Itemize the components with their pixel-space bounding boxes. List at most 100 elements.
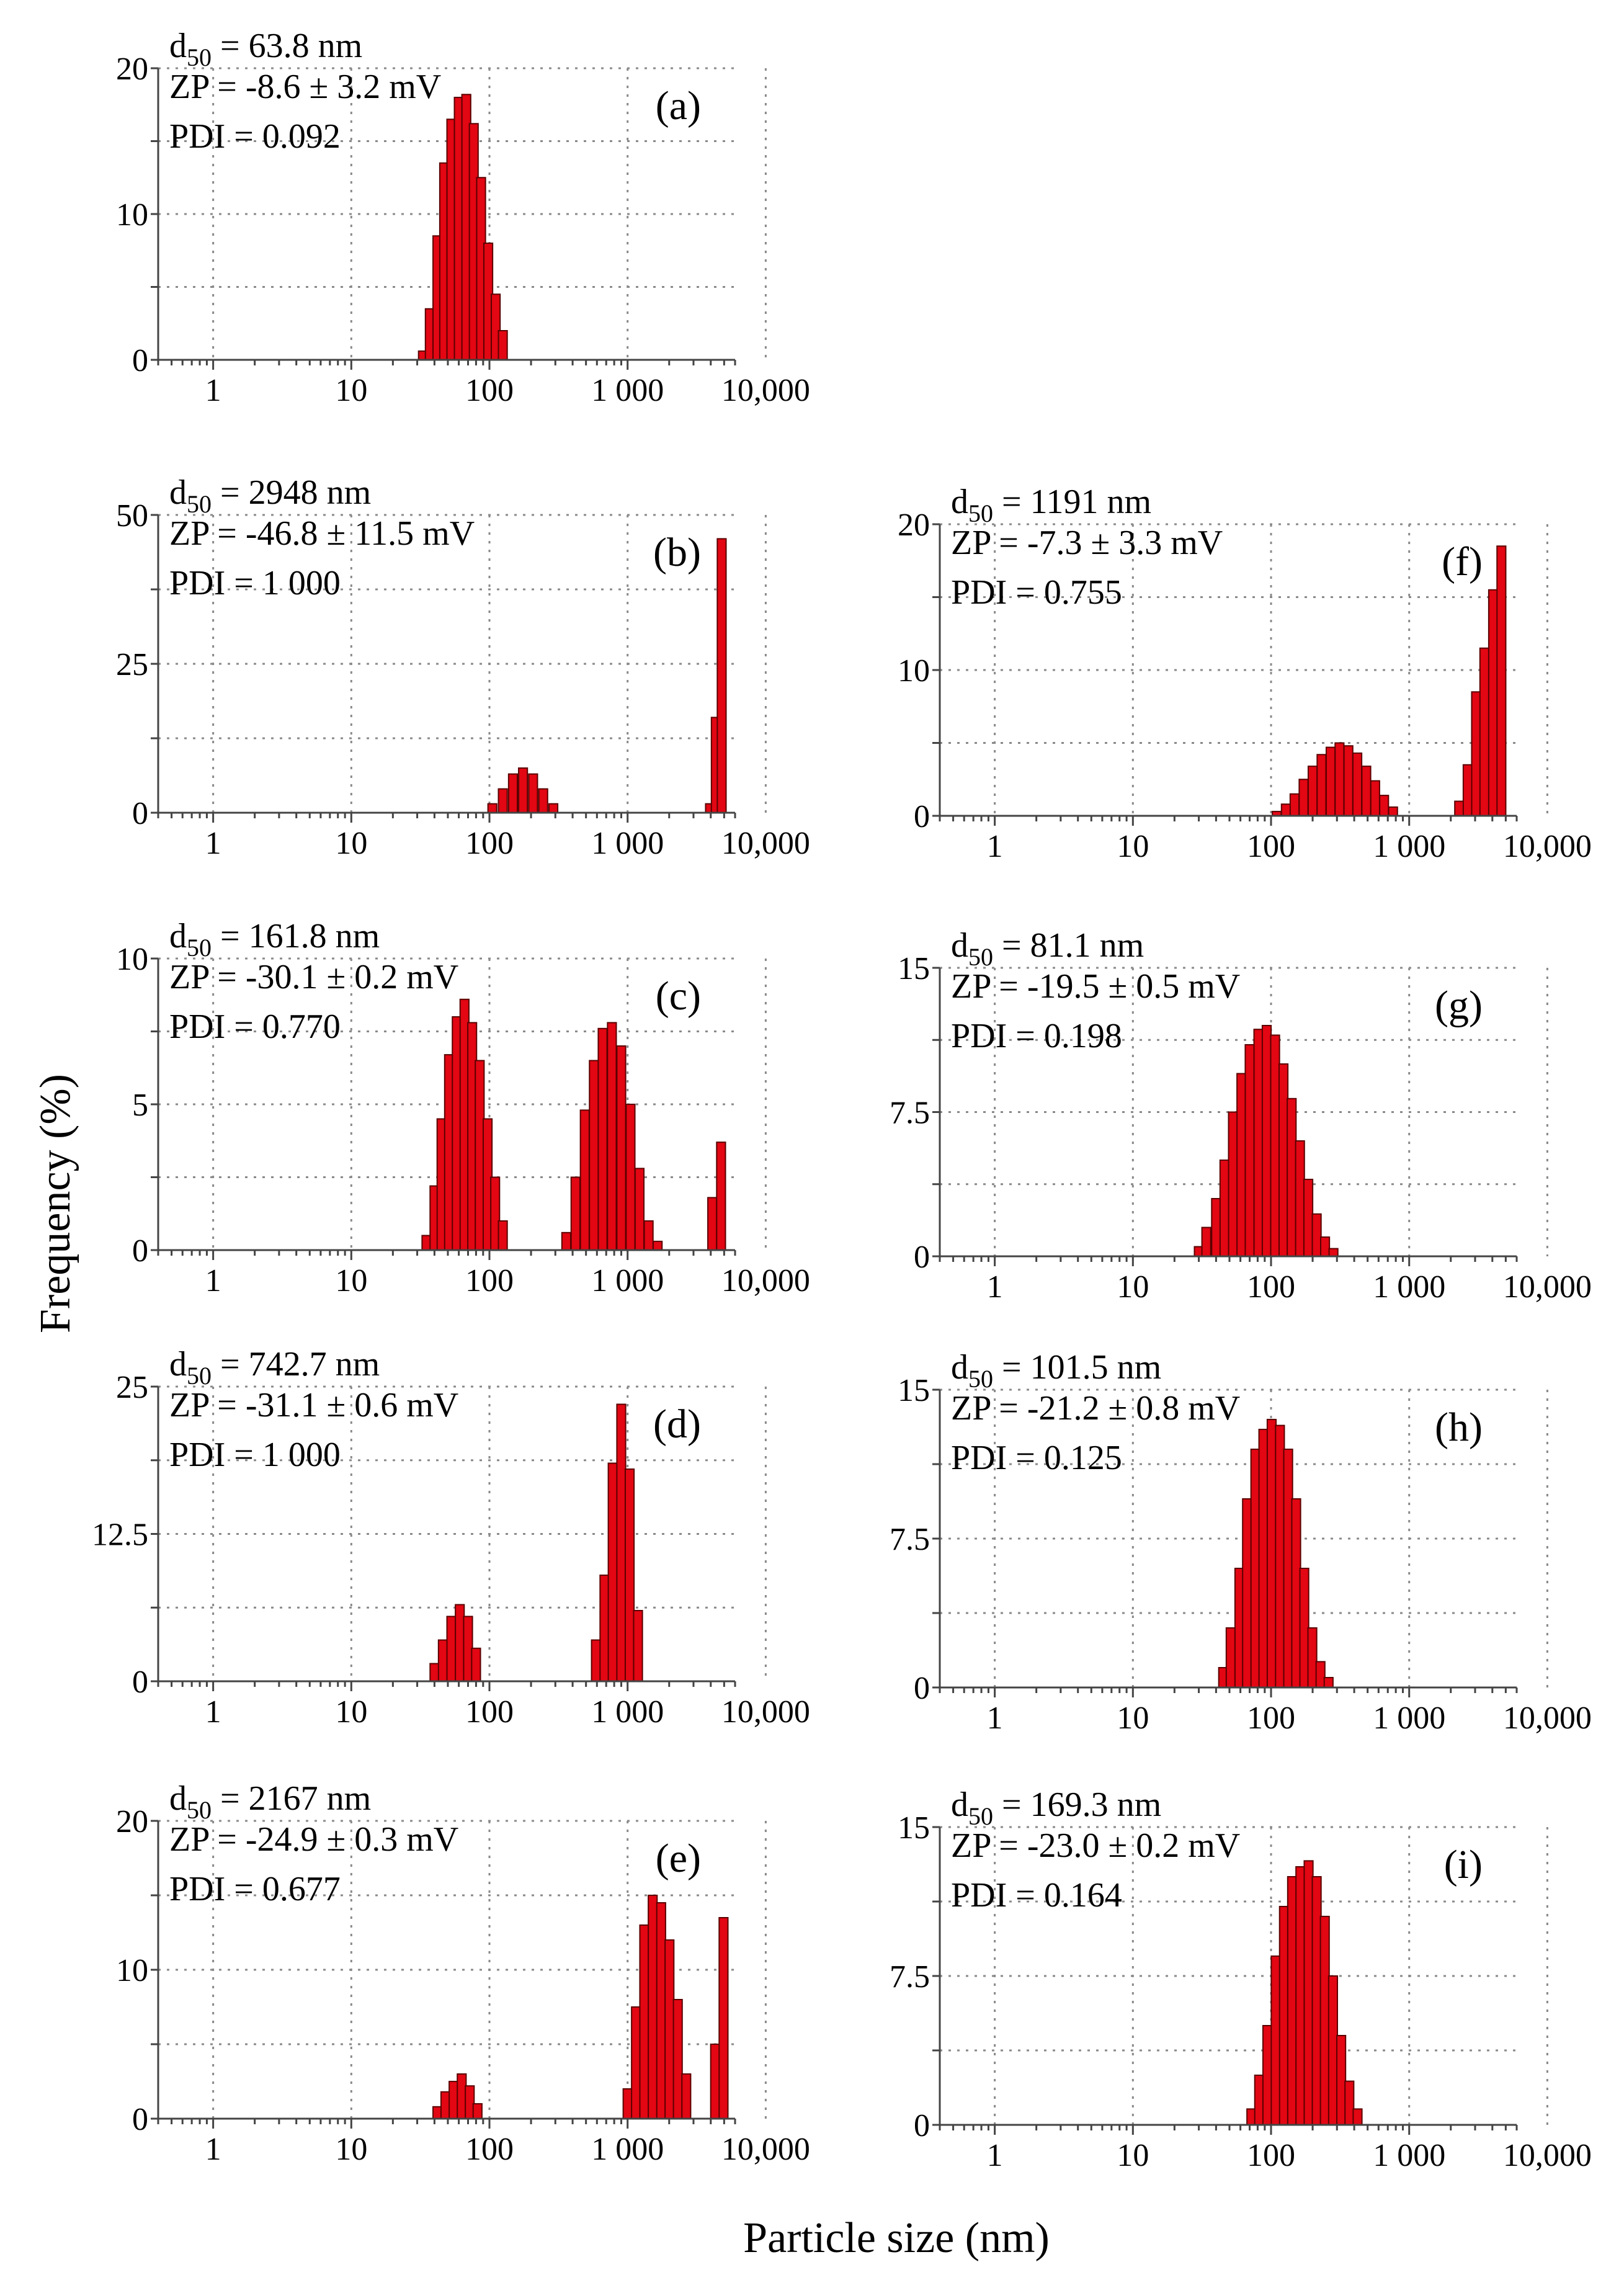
d50-symbol: d xyxy=(951,1786,968,1824)
histogram-bar xyxy=(643,1220,654,1251)
d50-symbol: d xyxy=(169,1779,187,1818)
x-tick-label: 10,000 xyxy=(1503,2138,1592,2173)
d50-subscript: 50 xyxy=(968,943,993,971)
panel-i: 1 10 100 1 000 10,000 0 7.5 15 d50 = 169.3 nmZP … xyxy=(890,1786,1592,2173)
x-tick-label: 1 000 xyxy=(591,1694,664,1730)
histogram-bar xyxy=(1454,800,1465,816)
histogram-bar xyxy=(1388,806,1398,817)
histogram-bar xyxy=(710,2044,720,2119)
histogram-bar xyxy=(1315,1661,1326,1688)
histogram-bar xyxy=(672,1999,683,2119)
zeta-potential-annotation: ZP = -30.1 ± 0.2 mV xyxy=(169,958,458,996)
d50-subscript: 50 xyxy=(968,1802,993,1830)
zeta-potential-annotation: ZP = -19.5 ± 0.5 mV xyxy=(951,967,1240,1006)
y-tick-label: 0 xyxy=(914,2108,930,2143)
histogram-bar xyxy=(1244,1044,1255,1257)
histogram-bar xyxy=(1278,1906,1289,2125)
histogram-bar xyxy=(471,1647,481,1683)
histogram-bar xyxy=(1242,1498,1252,1688)
x-tick-label: 10 xyxy=(335,826,367,861)
d50-value: = 1191 nm xyxy=(993,483,1151,521)
histogram-bar xyxy=(1261,1025,1272,1257)
histogram-bar xyxy=(472,2103,483,2119)
x-tick-label: 1 xyxy=(987,829,1003,864)
histogram-bar xyxy=(1262,2025,1273,2125)
d50-annotation: d50 = 2948 nm xyxy=(169,473,371,518)
y-tick-label: 12.5 xyxy=(92,1517,148,1553)
histogram-bar xyxy=(1319,1236,1331,1257)
x-tick-label: 1 000 xyxy=(1373,2138,1445,2173)
x-tick-label: 100 xyxy=(1247,829,1295,864)
histogram-bar xyxy=(1370,780,1380,816)
zeta-potential-annotation: ZP = -8.6 ± 3.2 mV xyxy=(169,68,441,106)
x-tick-label: 100 xyxy=(1247,1269,1295,1305)
d50-value: = 2167 nm xyxy=(212,1779,371,1818)
x-tick-label: 10,000 xyxy=(721,826,810,861)
y-tick-label: 20 xyxy=(116,51,148,87)
d50-annotation: d50 = 81.1 nm xyxy=(951,926,1144,971)
x-tick-label: 100 xyxy=(465,2132,514,2167)
d50-symbol: d xyxy=(169,27,187,65)
histogram-bar xyxy=(1275,1424,1285,1689)
x-tick-label: 1 000 xyxy=(591,826,664,861)
d50-value: = 742.7 nm xyxy=(212,1345,380,1383)
y-tick-label: 10 xyxy=(116,1953,148,1988)
histogram-bar xyxy=(1325,746,1336,817)
histogram-bar xyxy=(716,1142,726,1251)
y-tick-label: 7.5 xyxy=(890,1522,930,1557)
zeta-potential-annotation: ZP = -46.8 ± 11.5 mV xyxy=(169,514,475,553)
y-tick-label: 0 xyxy=(914,799,930,834)
x-tick-label: 10 xyxy=(1117,2138,1149,2173)
panel-label: (h) xyxy=(1435,1405,1483,1450)
histogram-bar xyxy=(1270,1034,1280,1257)
panel-label: (e) xyxy=(656,1836,701,1881)
x-tick-label: 10 xyxy=(335,373,367,408)
pdi-annotation: PDI = 0.770 xyxy=(169,1008,341,1046)
histogram-bar xyxy=(1496,545,1507,816)
histogram-bar xyxy=(616,1403,627,1682)
histogram-bar xyxy=(716,538,727,814)
histogram-bar xyxy=(561,1231,571,1251)
x-tick-label: 1 000 xyxy=(591,373,664,408)
d50-symbol: d xyxy=(951,1348,968,1387)
histogram-bar xyxy=(1298,779,1309,816)
histogram-bar xyxy=(1201,1227,1211,1257)
histogram-bar xyxy=(622,2088,633,2119)
histogram-bar xyxy=(1295,1866,1306,2125)
x-tick-label: 10,000 xyxy=(1503,829,1592,864)
x-tick-label: 1 000 xyxy=(591,2132,664,2167)
d50-subscript: 50 xyxy=(187,43,212,71)
histogram-bar xyxy=(1303,1860,1314,2125)
x-tick-label: 10 xyxy=(1117,1269,1149,1305)
y-tick-label: 0 xyxy=(132,1233,148,1269)
zeta-potential-annotation: ZP = -7.3 ± 3.3 mV xyxy=(951,524,1223,562)
pdi-annotation: PDI = 0.125 xyxy=(951,1439,1122,1477)
histogram-bar xyxy=(591,1639,601,1682)
histogram-bar xyxy=(448,2081,459,2119)
y-tick-label: 25 xyxy=(116,647,148,682)
y-tick-label: 20 xyxy=(116,1804,148,1839)
panel-label: (a) xyxy=(656,83,701,128)
histogram-bar xyxy=(1311,1876,1322,2125)
histogram-bar xyxy=(1295,1140,1305,1257)
zeta-potential-annotation: ZP = -21.2 ± 0.8 mV xyxy=(951,1389,1240,1428)
d50-symbol: d xyxy=(169,473,187,512)
histogram-bar xyxy=(497,1220,508,1251)
pdi-annotation: PDI = 0.164 xyxy=(951,1876,1122,1915)
x-tick-label: 1 000 xyxy=(1373,1701,1445,1736)
histogram-bar xyxy=(597,1027,608,1251)
y-tick-label: 15 xyxy=(898,1373,930,1408)
x-tick-label: 1 xyxy=(205,826,221,861)
histogram-bar xyxy=(1352,2108,1363,2125)
x-tick-label: 10,000 xyxy=(1503,1269,1592,1305)
zeta-potential-annotation: ZP = -24.9 ± 0.3 mV xyxy=(169,1820,458,1859)
d50-subscript: 50 xyxy=(187,1796,212,1824)
histogram-bar xyxy=(455,1604,465,1682)
x-tick-label: 1 xyxy=(205,1263,221,1298)
histogram-bar xyxy=(1307,1627,1318,1688)
histogram-bar xyxy=(1287,1876,1298,2125)
d50-subscript: 50 xyxy=(968,1365,993,1393)
